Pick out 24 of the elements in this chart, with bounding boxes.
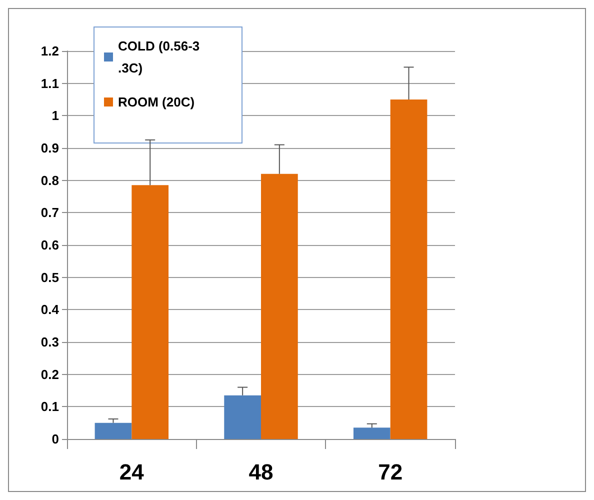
x-tick-label: 72 [378, 460, 403, 484]
y-tick-label: 1 [52, 108, 59, 124]
bar [132, 185, 169, 439]
y-tick-label: 0.7 [40, 205, 59, 220]
y-tick-label: 0.5 [40, 270, 59, 285]
x-tick-label: 48 [248, 460, 274, 484]
y-tick-label: 0.3 [40, 334, 59, 350]
bar [224, 395, 261, 439]
bar [390, 100, 428, 439]
bar [94, 422, 132, 439]
y-tick-label: 0.1 [40, 399, 59, 414]
x-tick-label: 24 [119, 460, 145, 484]
y-tick-label: 0.4 [40, 302, 60, 318]
y-tick-label: 0 [52, 432, 59, 446]
bar [261, 174, 298, 439]
legend-label: ROOM (20C) [118, 94, 195, 110]
bar [353, 428, 390, 439]
y-tick-label: 1.1 [40, 76, 59, 91]
y-tick-label: 0.9 [40, 140, 59, 156]
y-tick-label: 1.2 [40, 44, 59, 58]
y-tick-label: 0.6 [40, 238, 59, 252]
y-tick-label: 0.8 [40, 172, 59, 188]
legend-label: COLD (0.56-3.3C) [118, 38, 200, 76]
y-tick-label: 0.2 [40, 366, 59, 382]
